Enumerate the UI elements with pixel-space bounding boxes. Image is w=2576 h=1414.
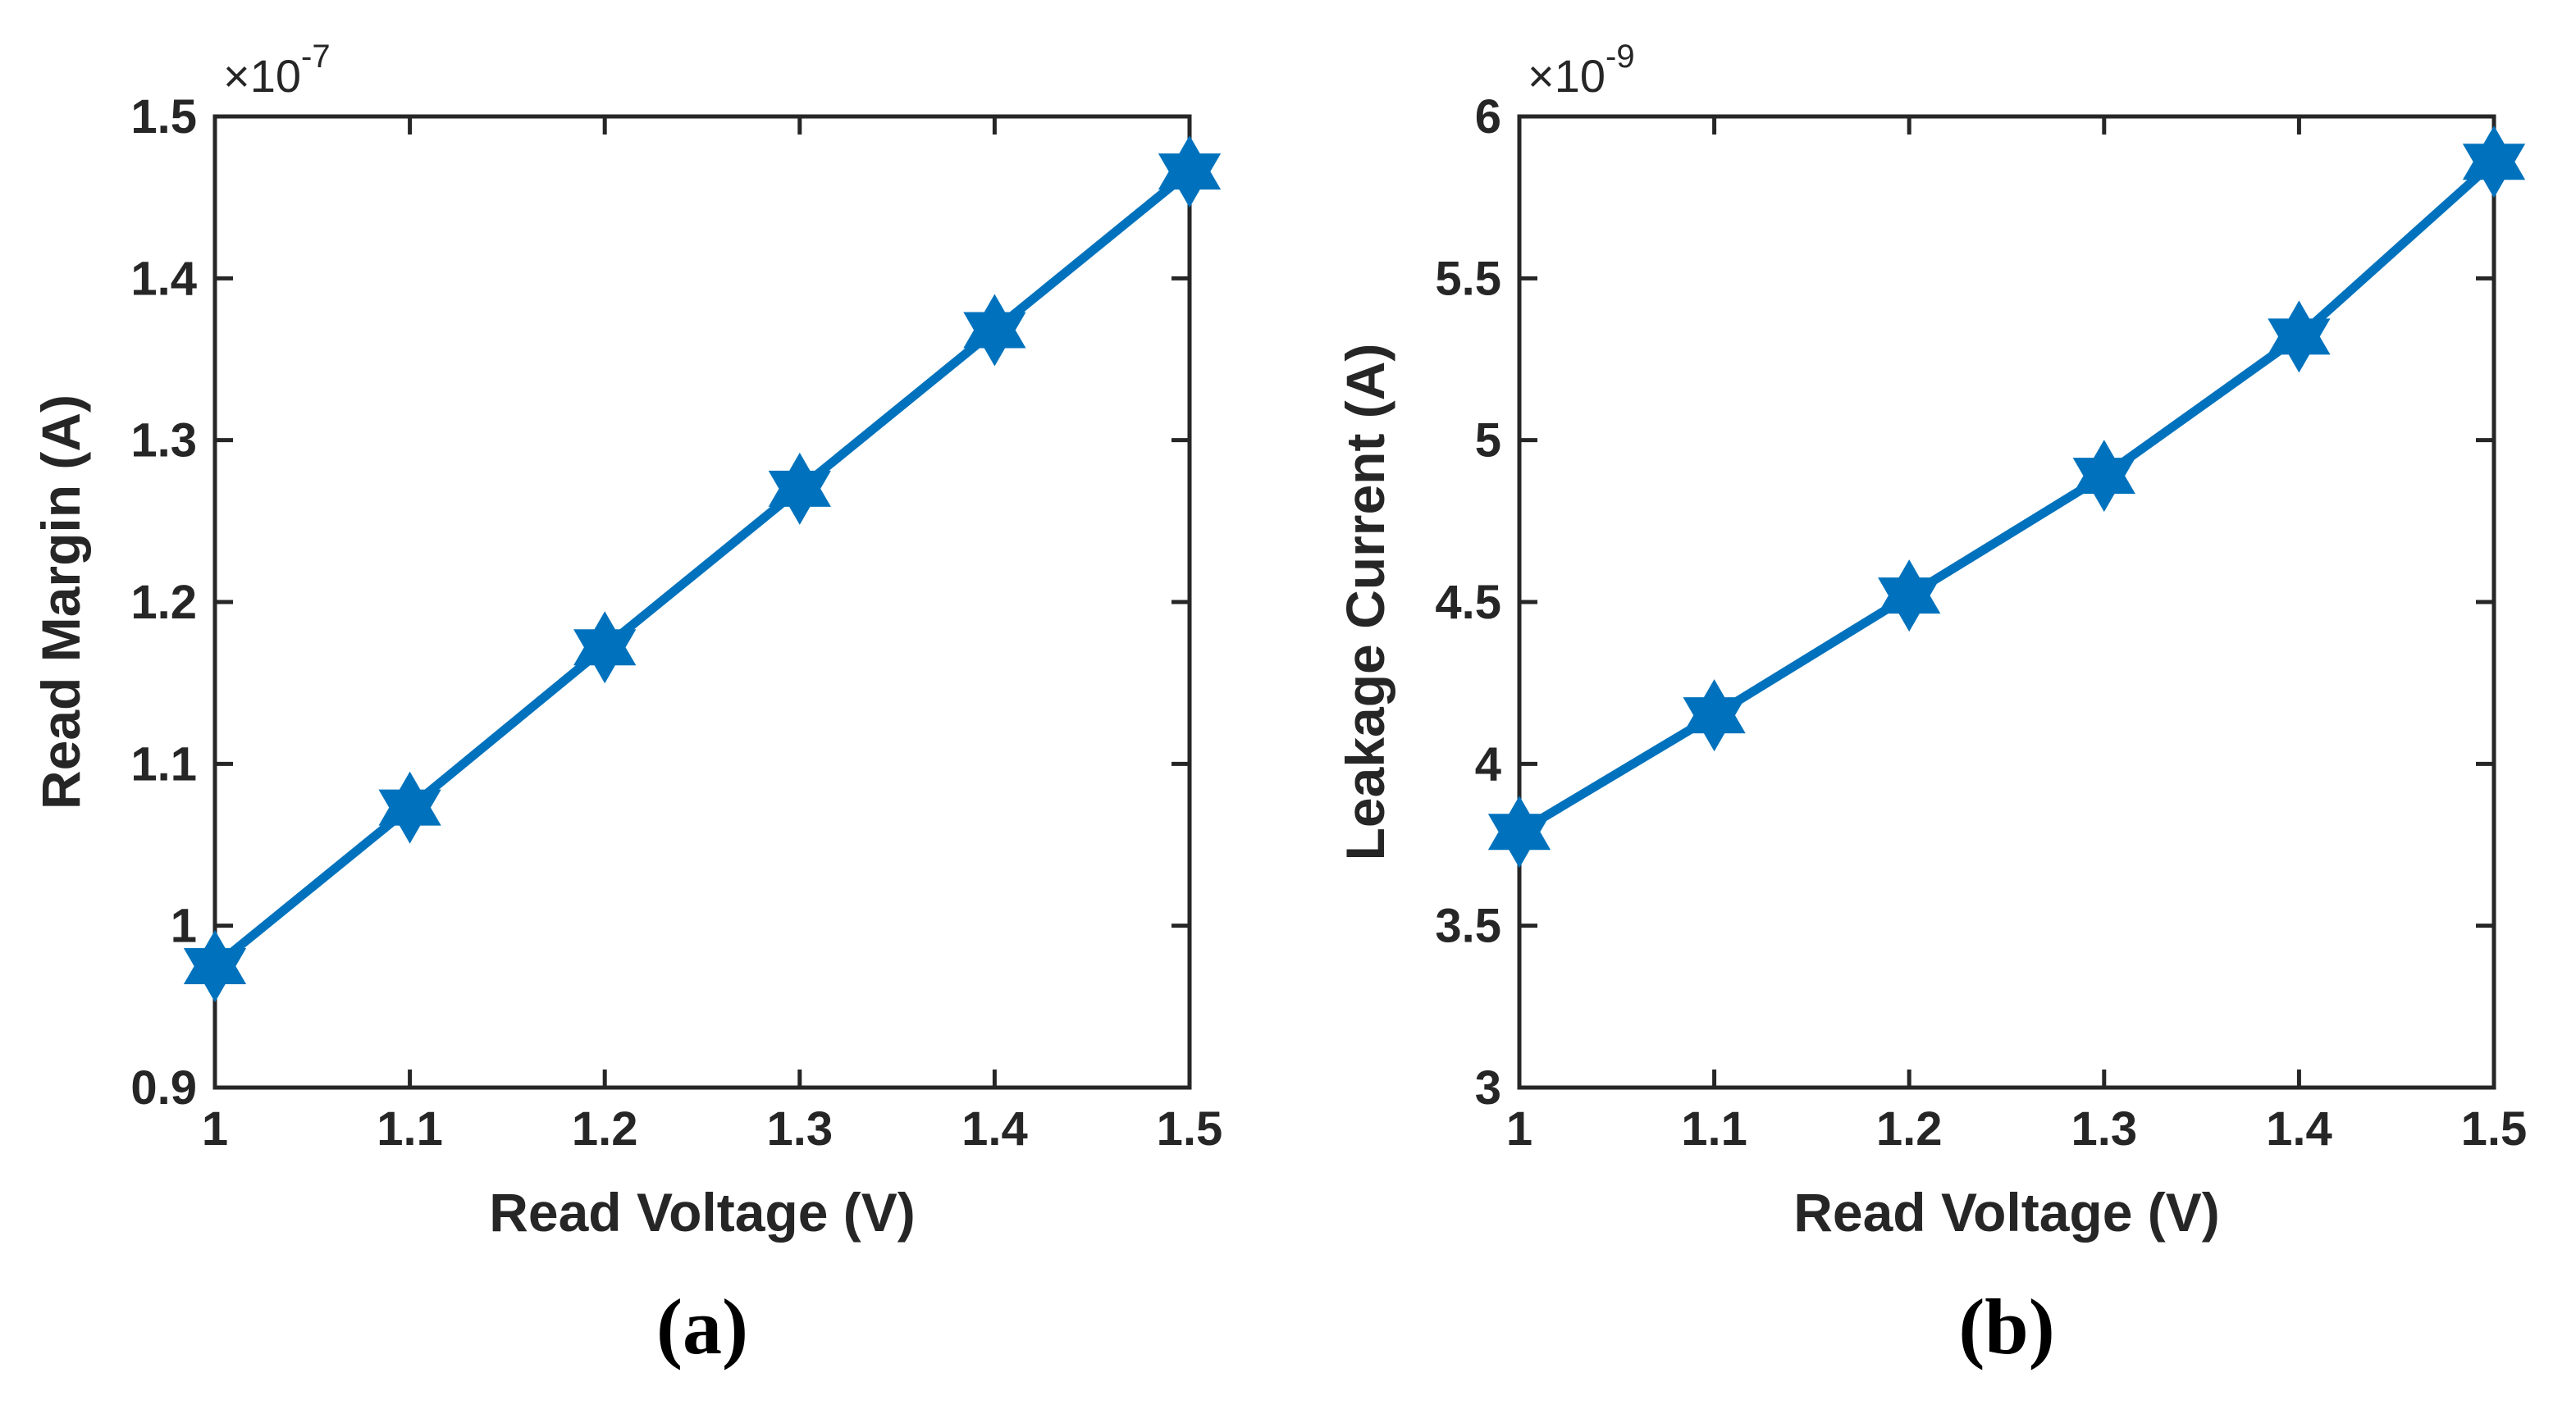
panel-b: 1 1.1 1.2 1.3 1.4 1.5 3 3.5 4 4.5 5 5.5 6 ×10-9 Read V… [1335,39,2527,1371]
data-point-marker [2268,300,2331,373]
data-point-marker [183,929,247,1003]
x-tick-label: 1.1 [377,1102,443,1156]
y-tick-label: 1.1 [130,737,197,791]
x-tick-label: 1 [202,1102,228,1156]
axis-exponent-base: ×10 [1528,50,1605,102]
y-tick-label: 1.5 [130,90,197,144]
x-tick-label: 1.2 [1876,1102,1943,1156]
data-point-marker [1158,135,1222,208]
series-line [1517,158,2497,836]
panel-label: (b) [1958,1283,2054,1371]
plot-area [212,114,1192,1090]
y-tick-label: 3 [1475,1061,1501,1115]
data-point-marker [2072,440,2135,513]
panel-a: 1 1.1 1.2 1.3 1.4 1.50.911.11.21.31.41.5×10-7… [30,39,1222,1371]
y-tick-label: 1.3 [130,414,197,468]
data-point-marker [1878,559,1941,632]
x-tick-label: 1.4 [2266,1102,2332,1156]
x-tick-label: 1.5 [1157,1102,1223,1156]
x-tick-label: 1.2 [572,1102,638,1156]
y-tick-label: 5.5 [1435,252,1501,305]
x-tick-label: 1.1 [1681,1102,1747,1156]
data-point-marker [1683,679,1746,752]
x-axis-label: Read Voltage (V) [1793,1182,2220,1243]
data-point-marker [2462,125,2526,198]
x-tick-label: 1.3 [766,1102,833,1156]
data-point-marker [573,611,637,684]
x-tick-label: 1.3 [2071,1102,2137,1156]
y-axis-label: Leakage Current (A) [1335,344,1395,861]
data-point-marker [768,452,831,525]
y-tick-label: 6 [1475,90,1501,144]
x-tick-label: 1.4 [961,1102,1028,1156]
axis-exponent-base: ×10 [223,50,301,102]
data-point-marker [378,771,441,844]
plot-area [1517,114,2496,1090]
data-point-marker [963,294,1026,367]
y-tick-label: 1.4 [130,252,197,305]
axis-exponent: ×10-7 [223,39,331,102]
panel-label: (a) [656,1283,748,1371]
x-tick-label: 1 [1506,1102,1532,1156]
x-tick-label: 1.5 [2461,1102,2528,1156]
series-line [212,167,1193,970]
y-tick-label: 3.5 [1435,900,1501,953]
y-tick-label: 5 [1475,414,1501,468]
data-point-marker [1487,796,1551,869]
y-tick-label: 1.2 [130,576,197,629]
axis-exponent-power: -7 [301,39,331,75]
y-tick-label: 0.9 [130,1061,197,1115]
y-tick-label: 1 [171,900,197,953]
axis-exponent-power: -9 [1605,39,1635,75]
x-axis-label: Read Voltage (V) [489,1182,916,1243]
axis-exponent: ×10-9 [1528,39,1635,102]
y-tick-label: 4.5 [1435,576,1501,629]
y-tick-label: 4 [1475,737,1501,791]
y-axis-label: Read Margin (A) [30,395,91,810]
